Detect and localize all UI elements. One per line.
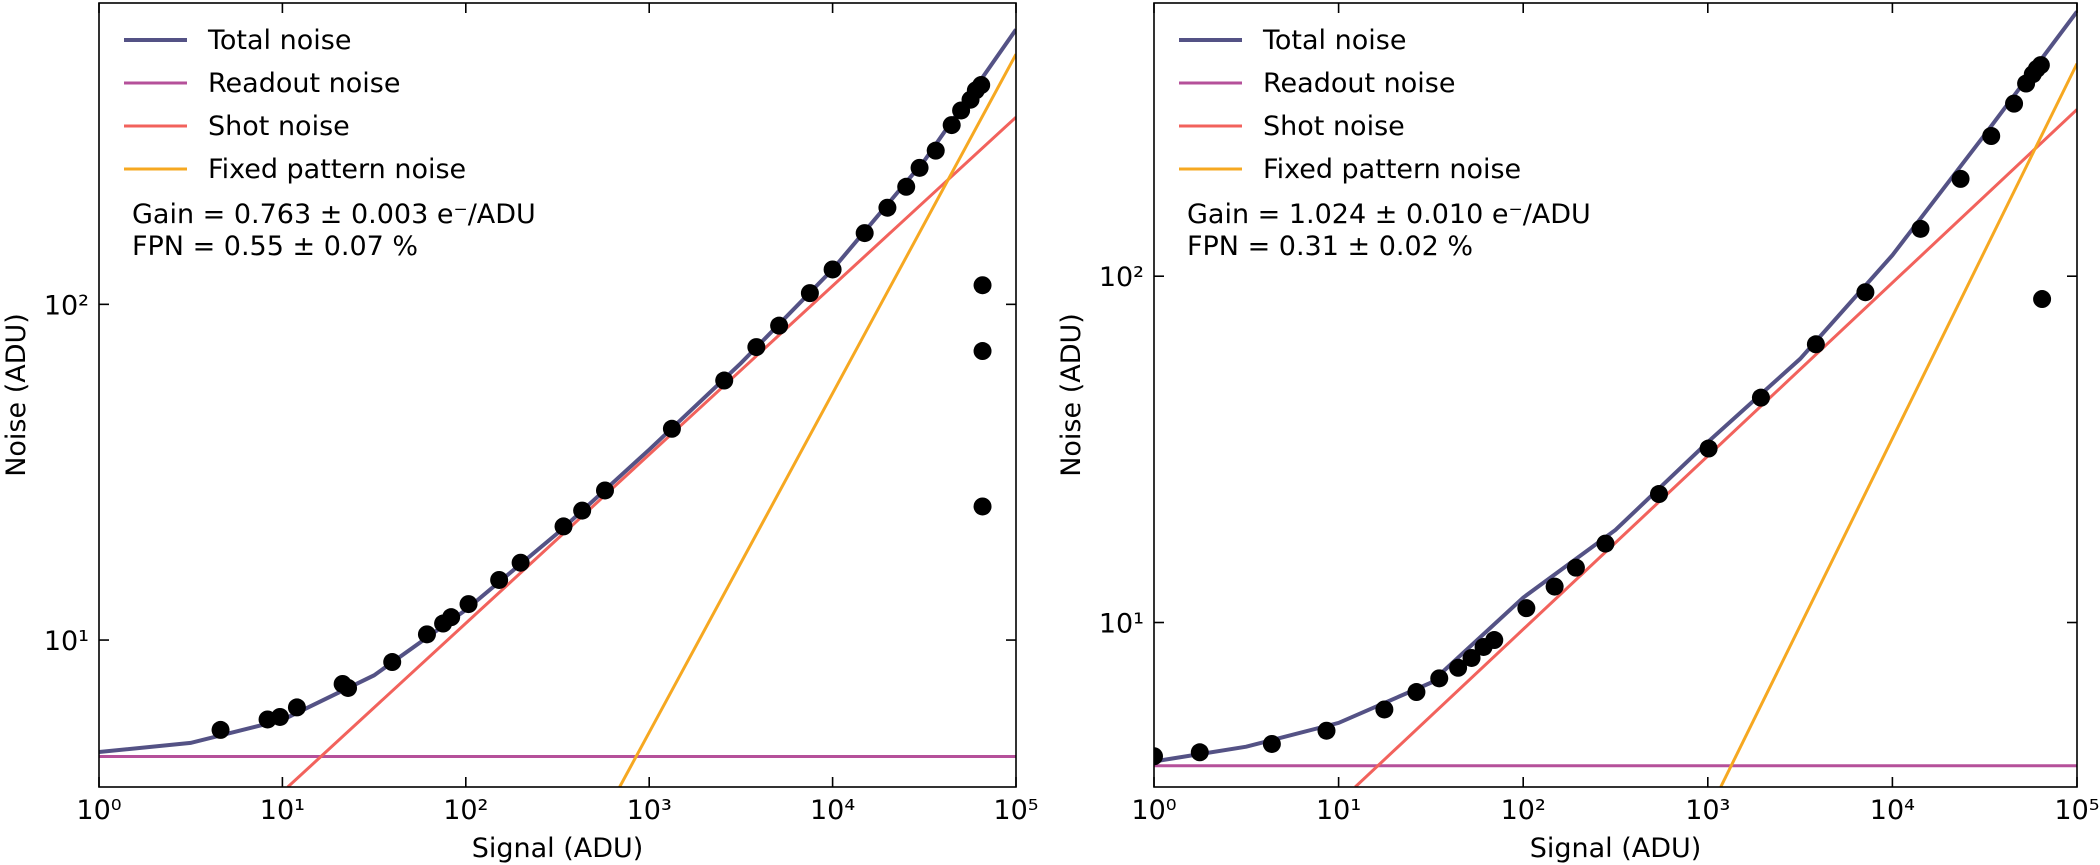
data-point xyxy=(1982,126,2001,145)
panel: 10⁰ 10¹ 10² 10³ 10⁴ 10⁵ 10¹ 10² Signal (ADU) Nois… xyxy=(1056,2,2100,864)
series-line xyxy=(618,53,1016,787)
data-point xyxy=(1751,388,1770,407)
y-tick-label: 10² xyxy=(44,290,89,321)
x-tick-label: 10³ xyxy=(627,795,672,826)
plot-area xyxy=(1154,10,2077,787)
legend-label: Shot noise xyxy=(208,111,350,142)
data-point xyxy=(1856,283,1875,302)
y-tick-label: 10¹ xyxy=(44,626,89,657)
data-point xyxy=(383,653,402,672)
data-point xyxy=(459,595,478,614)
annotation: FPN = 0.55 ± 0.07 % xyxy=(132,231,418,262)
data-point xyxy=(800,284,819,303)
data-point xyxy=(573,501,592,520)
data-point xyxy=(442,608,461,627)
data-point xyxy=(1517,599,1536,618)
data-point xyxy=(339,678,358,697)
x-tick-label: 10⁰ xyxy=(76,795,121,826)
axes-frame xyxy=(1153,2,2078,788)
data-point xyxy=(490,570,509,589)
annotation: Gain = 1.024 ± 0.010 e⁻/ADU xyxy=(1187,199,1591,230)
legend-label: Readout noise xyxy=(1263,68,1455,99)
x-tick-label: 10⁴ xyxy=(810,795,855,826)
x-tick-label: 10² xyxy=(1501,795,1546,826)
data-point xyxy=(973,276,992,295)
x-tick-label: 10¹ xyxy=(260,795,305,826)
x-tick-label: 10³ xyxy=(1685,795,1730,826)
data-point xyxy=(1485,631,1504,650)
data-point xyxy=(1430,669,1449,688)
data-point xyxy=(211,720,230,739)
data-point xyxy=(270,707,289,726)
data-point xyxy=(1462,648,1481,667)
y-axis-label: Noise (ADU) xyxy=(1,313,32,477)
data-point xyxy=(511,553,530,572)
data-point xyxy=(1190,743,1209,762)
legend-label: Total noise xyxy=(207,25,351,56)
data-point xyxy=(910,158,929,177)
data-point xyxy=(2033,290,2052,309)
data-point xyxy=(972,76,991,95)
data-point xyxy=(1911,219,1930,238)
x-tick-label: 10⁵ xyxy=(2054,795,2099,826)
data-point xyxy=(2005,94,2024,113)
x-tick-label: 10⁵ xyxy=(993,795,1038,826)
data-point xyxy=(1596,534,1615,553)
x-tick-label: 10⁰ xyxy=(1131,795,1176,826)
annotation: Gain = 0.763 ± 0.003 e⁻/ADU xyxy=(132,199,536,230)
data-point xyxy=(1699,439,1718,458)
plot-area xyxy=(99,28,1016,787)
data-point xyxy=(1649,485,1668,504)
data-point xyxy=(1545,577,1564,596)
panel: 10⁰ 10¹ 10² 10³ 10⁴ 10⁵ 10¹ 10² Signal (ADU) Nois… xyxy=(1,2,1039,864)
data-point xyxy=(926,141,945,160)
data-point xyxy=(1806,335,1825,354)
data-point xyxy=(1566,558,1585,577)
x-axis-label: Signal (ADU) xyxy=(1530,833,1702,864)
x-axis-label: Signal (ADU) xyxy=(472,833,644,864)
y-axis-label: Noise (ADU) xyxy=(1056,313,1087,477)
data-point xyxy=(662,419,681,438)
data-point xyxy=(1317,721,1336,740)
data-point xyxy=(855,224,874,243)
data-point xyxy=(715,371,734,390)
data-point xyxy=(1951,169,1970,188)
data-point xyxy=(973,342,992,361)
data-point xyxy=(1375,700,1394,719)
series-line xyxy=(1719,62,2077,787)
axes-frame xyxy=(98,2,1017,788)
series-line xyxy=(1154,10,2077,764)
data-point xyxy=(595,481,614,500)
legend-label: Total noise xyxy=(1262,25,1406,56)
data-point xyxy=(747,338,766,357)
data-point xyxy=(1154,747,1163,766)
legend-label: Shot noise xyxy=(1263,111,1405,142)
data-point xyxy=(973,497,992,516)
data-point xyxy=(2031,56,2050,75)
annotation: FPN = 0.31 ± 0.02 % xyxy=(1187,231,1473,262)
data-point xyxy=(1407,683,1426,702)
data-point xyxy=(897,177,916,196)
legend-label: Fixed pattern noise xyxy=(208,154,466,185)
y-tick-label: 10² xyxy=(1099,262,1144,293)
data-point xyxy=(417,625,436,644)
series-line xyxy=(286,116,1016,787)
legend-label: Fixed pattern noise xyxy=(1263,154,1521,185)
data-point xyxy=(823,260,842,279)
data-point xyxy=(878,198,897,217)
y-tick-label: 10¹ xyxy=(1099,609,1144,640)
data-point xyxy=(287,698,306,717)
x-tick-label: 10¹ xyxy=(1316,795,1361,826)
x-tick-label: 10² xyxy=(443,795,488,826)
data-point xyxy=(1262,734,1281,753)
x-tick-label: 10⁴ xyxy=(1870,795,1915,826)
data-point xyxy=(554,517,573,536)
data-point xyxy=(1449,658,1468,677)
legend-label: Readout noise xyxy=(208,68,400,99)
data-point xyxy=(942,116,961,135)
data-point xyxy=(770,316,789,335)
